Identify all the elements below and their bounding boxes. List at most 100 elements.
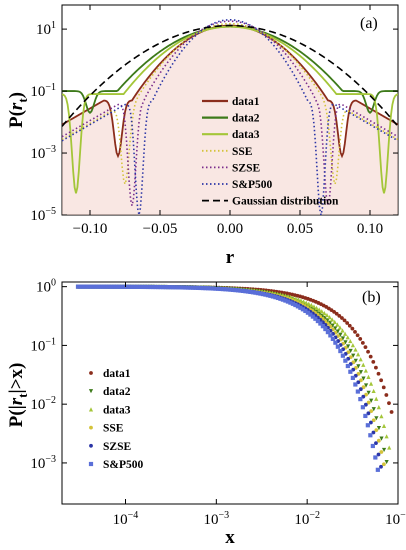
legend-label: S&P500 [232,179,273,191]
data-point [387,445,392,450]
data-point [138,284,143,289]
panel-a: −0.10 −0.05 0.00 0.05 0.10 10−5 10−3 10−1 101 d… [6,4,399,268]
data-point [301,299,306,304]
series-fill-data1 [62,25,398,215]
panel-b-y-ticks: 10−3 10−2 10−1 100 [30,278,398,472]
x-tick-label: 0.00 [217,221,243,237]
data-point [293,302,298,308]
data-point [355,352,361,357]
data-point [350,375,355,381]
data-point [330,323,335,328]
data-point [348,338,353,344]
x-tick-label: 10−3 [204,510,230,528]
data-point [198,285,203,291]
y-tick-label: 10−1 [30,82,56,100]
data-point [348,369,353,374]
series-line-s-p500 [62,18,398,215]
x-tick-label: 10−2 [294,510,320,528]
x-tick-label: 10−4 [113,510,139,528]
data-point [260,291,266,297]
panel-b-legend: data1 data2 data3 SSE SZSE S&P500 [88,368,144,471]
data-point [263,292,268,297]
data-point [359,378,363,383]
data-point [248,289,253,294]
data-point [342,318,347,323]
data-point [223,287,228,292]
data-point [379,378,384,383]
data-point [363,345,368,350]
data-point [243,289,248,294]
data-point [305,310,310,315]
data-point [285,299,290,304]
legend-label: data2 [103,386,131,398]
panel-a-legend: data1 data2 data3 SSE SZSE S&P500 Gaussian dis… [202,96,339,208]
data-point [384,393,389,397]
data-point [327,315,332,320]
data-point [368,433,373,438]
data-point [193,285,198,290]
data-point [120,284,126,289]
data-point [358,370,364,375]
data-point [130,284,136,289]
data-point [93,284,98,289]
data-point [110,284,116,289]
data-point [304,300,309,305]
data-point [355,333,360,338]
data-point [215,286,221,291]
panel-b-x-axis-label: x [225,527,235,548]
data-point [389,410,394,414]
data-point [100,284,106,289]
data-point [374,441,378,445]
data-point [158,284,163,290]
data-point [303,308,308,314]
y-tick-label: 10−5 [30,206,56,224]
data-point [369,420,373,425]
data-point [183,285,188,290]
data-point [356,364,361,369]
data-point [379,450,384,454]
data-point [379,436,384,441]
legend-label: data3 [103,404,131,416]
data-point [371,418,376,423]
x-tick-label: 10−1 [385,510,406,528]
data-point [375,467,380,472]
x-tick-label: 0.05 [287,221,313,237]
data-point [340,316,344,320]
data-point [371,430,376,435]
data-point [322,310,327,316]
data-point [145,284,151,290]
legend-swatch [89,425,93,430]
data-point [83,284,88,289]
data-point [333,340,338,345]
data-point [374,428,379,433]
data-point [351,353,356,358]
data-point [283,298,288,303]
data-point [350,326,355,331]
data-point [178,285,183,290]
data-point [235,288,241,293]
legend-label: SZSE [103,441,131,453]
data-point [250,290,256,295]
data-point [278,296,283,301]
data-point [365,423,370,428]
data-point [95,284,101,289]
data-point [323,326,328,332]
data-point [363,368,368,373]
data-point [382,462,386,467]
data-point [384,434,389,439]
data-point [335,344,340,349]
data-point [324,312,330,318]
data-point [366,349,370,354]
data-point [185,285,191,290]
data-point [363,413,368,419]
data-point [115,284,121,289]
legend-label: data3 [232,129,260,141]
x-tick-label: −0.10 [73,221,108,237]
data-point [366,390,371,395]
data-point [210,286,216,291]
data-point [218,286,223,292]
panel-a-plot-area [62,18,398,215]
data-point [358,337,363,341]
